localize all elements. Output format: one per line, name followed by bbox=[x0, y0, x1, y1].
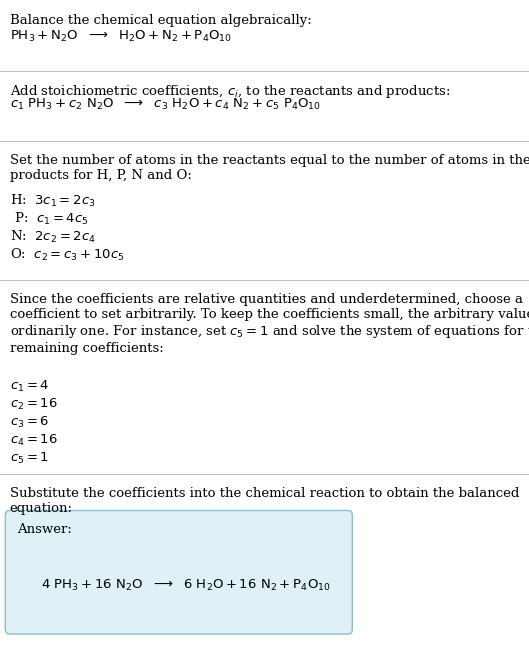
Text: $c_3 = 6$: $c_3 = 6$ bbox=[10, 415, 49, 430]
Text: O:  $c_2 = c_3 + 10 c_5$: O: $c_2 = c_3 + 10 c_5$ bbox=[10, 247, 124, 263]
Text: $c_1 = 4$: $c_1 = 4$ bbox=[10, 378, 49, 393]
Text: $4\ \mathrm{PH_3} + 16\ \mathrm{N_2O}$  $\longrightarrow$  $6\ \mathrm{H_2O} + 1: $4\ \mathrm{PH_3} + 16\ \mathrm{N_2O}$ $… bbox=[41, 578, 331, 593]
FancyBboxPatch shape bbox=[5, 510, 352, 634]
Text: Set the number of atoms in the reactants equal to the number of atoms in the
pro: Set the number of atoms in the reactants… bbox=[10, 154, 529, 182]
Text: $c_5 = 1$: $c_5 = 1$ bbox=[10, 451, 49, 466]
Text: Substitute the coefficients into the chemical reaction to obtain the balanced
eq: Substitute the coefficients into the che… bbox=[10, 487, 519, 514]
Text: N:  $2 c_2 = 2 c_4$: N: $2 c_2 = 2 c_4$ bbox=[10, 229, 95, 245]
Text: $c_1\ \mathrm{PH_3} + c_2\ \mathrm{N_2O}$  $\longrightarrow$  $c_3\ \mathrm{H_2O: $c_1\ \mathrm{PH_3} + c_2\ \mathrm{N_2O}… bbox=[10, 97, 321, 112]
Text: Since the coefficients are relative quantities and underdetermined, choose a
coe: Since the coefficients are relative quan… bbox=[10, 293, 529, 355]
Text: $c_2 = 16$: $c_2 = 16$ bbox=[10, 397, 57, 411]
Text: Answer:: Answer: bbox=[17, 523, 72, 536]
Text: P:  $c_1 = 4 c_5$: P: $c_1 = 4 c_5$ bbox=[10, 211, 88, 227]
Text: Add stoichiometric coefficients, $c_i$, to the reactants and products:: Add stoichiometric coefficients, $c_i$, … bbox=[10, 83, 450, 100]
Text: Balance the chemical equation algebraically:: Balance the chemical equation algebraica… bbox=[10, 14, 311, 27]
Text: H:  $3 c_1 = 2 c_3$: H: $3 c_1 = 2 c_3$ bbox=[10, 193, 95, 209]
Text: $c_4 = 16$: $c_4 = 16$ bbox=[10, 433, 57, 448]
Text: $\mathrm{PH_3 + N_2O}$  $\longrightarrow$  $\mathrm{H_2O + N_2 + P_4O_{10}}$: $\mathrm{PH_3 + N_2O}$ $\longrightarrow$… bbox=[10, 28, 232, 43]
